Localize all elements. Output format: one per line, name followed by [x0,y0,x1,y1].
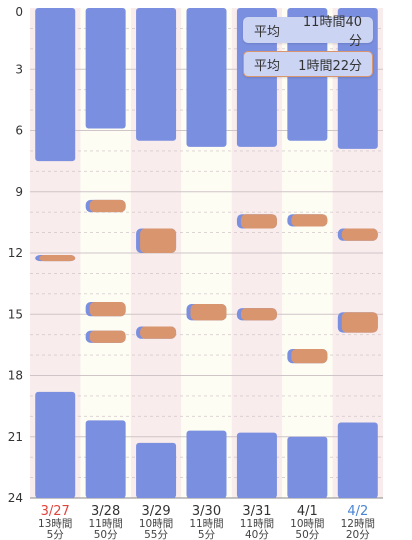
sleep-bar [85,420,126,498]
duration-minutes: 40分 [245,529,269,540]
x-axis-labels: 3/2713時間5分3/2811時間50分3/2910時間55分3/3011時間… [38,504,375,540]
average-sleep-value: 11時間40分 [302,15,362,49]
duration-hours: 11時間 [189,518,223,530]
date-label: 3/31 [242,504,271,519]
date-label: 4/1 [297,504,318,519]
duration-minutes: 5分 [47,529,65,540]
nap-bar [341,228,378,241]
nap-bar [89,330,126,343]
nap-bar [240,214,277,229]
y-tick-label: 12 [8,246,23,260]
y-axis: 0 3 6 9 12 15 18 21 24 [8,5,23,505]
average-sleep-badge: 平均 11時間40分 [243,15,373,49]
duration-hours: 11時間 [240,518,274,530]
duration-minutes: 50分 [94,529,118,540]
duration-minutes: 20分 [346,529,370,540]
date-label: 3/27 [41,504,70,519]
y-tick-label: 9 [15,185,23,199]
date-label: 3/30 [192,504,221,519]
y-tick-label: 21 [8,430,23,444]
sleep-bar [337,422,378,498]
sleep-bar [337,8,378,149]
average-nap-badge: 平均 1時間22分 [243,51,373,77]
sleep-bar [186,430,227,498]
nap-bar [89,199,126,213]
nap-bar [89,302,126,317]
sleep-bar [186,8,227,147]
duration-hours: 12時間 [341,518,375,530]
y-tick-label: 18 [8,369,23,383]
date-label: 3/28 [91,504,120,519]
duration-minutes: 55分 [144,529,168,540]
nap-bar [39,255,76,262]
nap-bar [140,326,177,339]
sleep-bar [35,8,76,162]
date-label: 3/29 [141,504,170,519]
y-tick-label: 6 [15,124,23,138]
duration-hours: 11時間 [88,518,122,530]
nap-bar [240,308,277,321]
date-label: 4/2 [347,504,368,519]
average-nap-label: 平均 [254,58,281,74]
y-tick-label: 3 [15,62,23,76]
sleep-bar [287,436,328,498]
y-tick-label: 24 [8,491,23,505]
y-tick-label: 0 [15,5,23,19]
sleep-bar [136,442,177,498]
y-tick-label: 15 [8,307,23,321]
duration-minutes: 5分 [198,529,216,540]
average-nap-value: 1時間22分 [298,58,362,74]
sleep-bar [35,391,76,498]
nap-bar [341,312,378,333]
sleep-bar [136,8,177,141]
duration-hours: 10時間 [139,518,173,530]
nap-bar [190,304,227,321]
nap-bar [291,214,328,227]
duration-hours: 13時間 [38,518,72,530]
average-sleep-label: 平均 [254,24,281,40]
sleep-bar [236,432,277,498]
nap-bar [140,228,177,253]
sleep-bar [85,8,126,129]
duration-minutes: 50分 [295,529,319,540]
duration-hours: 10時間 [290,518,324,530]
nap-bar [291,348,328,364]
